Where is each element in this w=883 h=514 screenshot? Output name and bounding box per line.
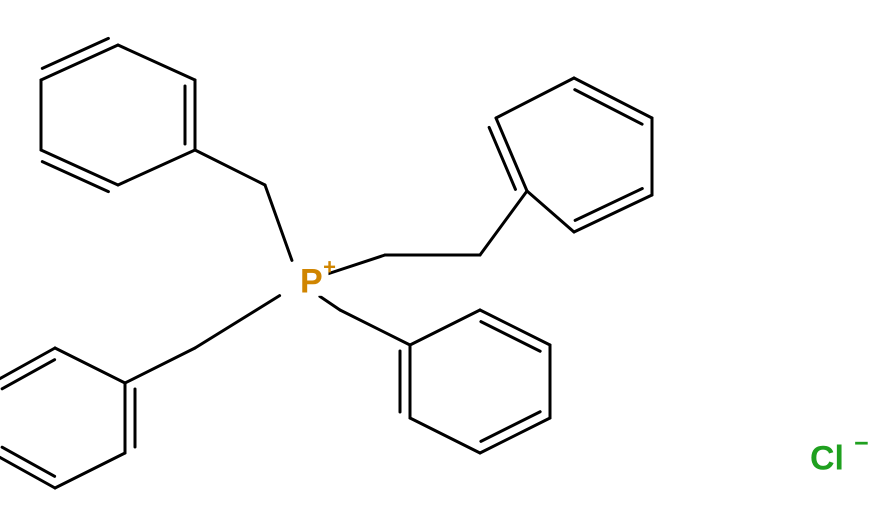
molecule-canvas: P+ Cl− <box>0 0 883 514</box>
atom-label-P: P <box>300 263 323 301</box>
atom-Cl: Cl− <box>804 430 869 478</box>
atom-label-Cl: Cl <box>810 440 844 478</box>
atom-charge-Cl: − <box>854 430 869 458</box>
atom-charge-P: + <box>323 255 336 280</box>
canvas-background <box>0 0 883 514</box>
